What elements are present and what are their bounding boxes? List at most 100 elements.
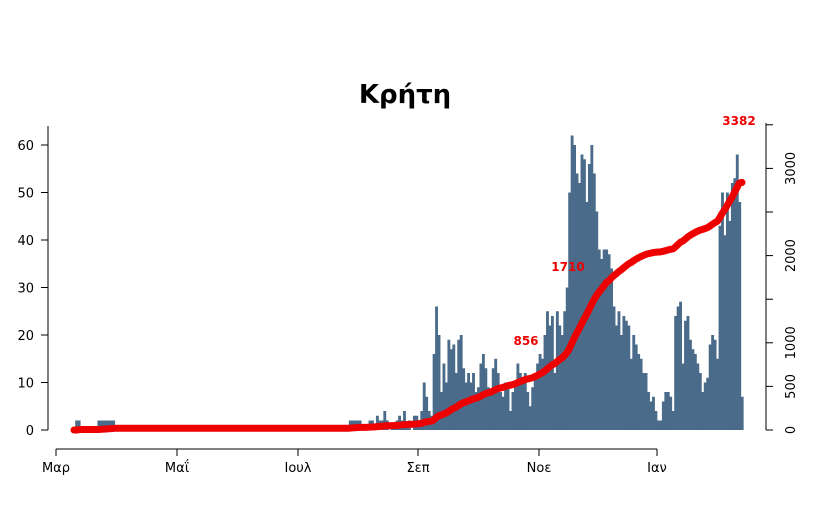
daily-case-bar xyxy=(573,145,577,430)
daily-case-bar xyxy=(77,420,81,430)
daily-case-bar xyxy=(615,325,618,430)
daily-case-bar xyxy=(703,382,707,430)
daily-case-bar xyxy=(595,211,599,430)
daily-case-bar xyxy=(469,382,473,430)
x-axis-tick-label: Σεπ xyxy=(406,461,429,476)
daily-case-bar xyxy=(691,349,695,430)
daily-case-bar xyxy=(425,396,429,430)
daily-case-bar xyxy=(513,387,517,430)
daily-case-bar xyxy=(489,392,493,430)
daily-case-bar xyxy=(444,382,448,430)
cumulative-annotation-label: 3382 xyxy=(722,114,755,128)
daily-case-bar xyxy=(548,325,552,430)
daily-case-bar xyxy=(689,339,692,430)
daily-case-bar xyxy=(560,335,564,430)
daily-case-bar xyxy=(432,354,436,430)
daily-case-bar xyxy=(617,311,621,430)
x-axis-tick-label: Μαρ xyxy=(42,461,70,476)
daily-case-bar xyxy=(499,392,503,430)
right-axis-tick-label: 0 xyxy=(784,426,799,434)
daily-case-bar xyxy=(501,396,505,430)
x-axis-tick-label: Μαΐ xyxy=(165,460,190,476)
daily-case-bar xyxy=(521,382,525,430)
daily-case-bar xyxy=(654,411,658,430)
daily-case-bar xyxy=(541,358,544,430)
daily-case-bar xyxy=(669,396,673,430)
chart-title: Κρήτη xyxy=(359,80,451,110)
left-axis-tick-label: 0 xyxy=(26,424,34,439)
daily-case-bar xyxy=(447,339,451,430)
daily-case-bar xyxy=(590,145,594,430)
daily-case-bar xyxy=(632,335,636,430)
x-axis-tick-label: Ιαν xyxy=(647,461,667,476)
daily-case-bar xyxy=(698,373,702,430)
daily-case-bar xyxy=(619,335,623,430)
daily-case-bar xyxy=(102,420,106,430)
daily-case-bar xyxy=(452,344,456,430)
x-axis-tick-label: Νοε xyxy=(527,461,552,476)
daily-case-bar xyxy=(437,335,441,430)
left-axis-tick-label: 20 xyxy=(17,329,34,344)
daily-case-bar xyxy=(656,420,660,430)
daily-case-bar xyxy=(639,358,643,430)
daily-case-bar xyxy=(583,159,586,430)
daily-case-bar xyxy=(627,325,631,430)
cumulative-annotation-label: 1710 xyxy=(551,260,584,274)
daily-case-bar xyxy=(725,192,729,430)
daily-case-bar xyxy=(536,363,540,430)
daily-case-bar xyxy=(383,411,387,430)
x-axis: Μαρ Μαΐ Ιουλ Σεπ Νοε Ιαν xyxy=(42,448,667,476)
daily-case-bar xyxy=(671,411,675,430)
daily-case-bar xyxy=(674,316,678,430)
left-axis-tick-label: 10 xyxy=(17,377,34,392)
daily-case-bar xyxy=(580,154,584,430)
daily-case-bar xyxy=(642,373,646,430)
daily-case-bar xyxy=(553,373,557,430)
daily-case-bar xyxy=(661,401,665,430)
daily-case-bar xyxy=(713,339,717,430)
daily-case-bar xyxy=(644,373,648,430)
daily-case-bar xyxy=(602,249,606,430)
daily-case-bar xyxy=(679,301,682,430)
daily-case-bar xyxy=(97,420,101,430)
daily-case-bar xyxy=(605,249,609,430)
daily-case-bar xyxy=(528,406,532,430)
daily-case-bar xyxy=(600,259,604,430)
cumulative-annotation-label: 856 xyxy=(513,334,538,348)
daily-case-bar xyxy=(647,392,650,430)
daily-case-bar xyxy=(449,349,453,430)
daily-case-bar xyxy=(666,392,670,430)
daily-case-bar xyxy=(538,354,542,430)
daily-case-bar xyxy=(708,344,712,430)
daily-case-bar xyxy=(716,358,719,430)
daily-case-bar xyxy=(587,164,591,430)
daily-case-bar xyxy=(701,392,705,430)
x-axis-tick-label: Ιουλ xyxy=(284,461,311,476)
daily-case-bar xyxy=(728,221,732,430)
right-axis-tick-label: 2000 xyxy=(784,239,799,272)
daily-case-bar xyxy=(550,316,554,430)
daily-case-bar xyxy=(575,173,579,430)
daily-case-bar xyxy=(435,306,438,430)
daily-case-bar xyxy=(511,392,515,430)
daily-case-bar xyxy=(457,339,461,430)
daily-case-bar xyxy=(531,387,535,430)
daily-case-bar xyxy=(491,368,495,430)
daily-case-bar xyxy=(504,382,507,430)
daily-case-bar xyxy=(565,287,569,430)
daily-case-bar xyxy=(578,183,581,430)
daily-case-bar xyxy=(597,249,601,430)
daily-case-bar xyxy=(676,306,680,430)
daily-case-bar xyxy=(459,335,463,430)
daily-case-bar xyxy=(693,354,697,430)
daily-case-bar xyxy=(494,358,498,430)
daily-case-bar xyxy=(375,415,379,430)
line-annotations: 856 1710 3382 xyxy=(513,114,755,348)
daily-case-bar xyxy=(718,225,722,430)
left-axis-tick-label: 50 xyxy=(17,187,34,202)
daily-case-bar xyxy=(684,320,687,430)
daily-case-bar xyxy=(735,154,739,430)
daily-case-bar xyxy=(659,420,663,430)
daily-case-bar xyxy=(723,235,727,430)
daily-case-bar xyxy=(610,268,613,430)
